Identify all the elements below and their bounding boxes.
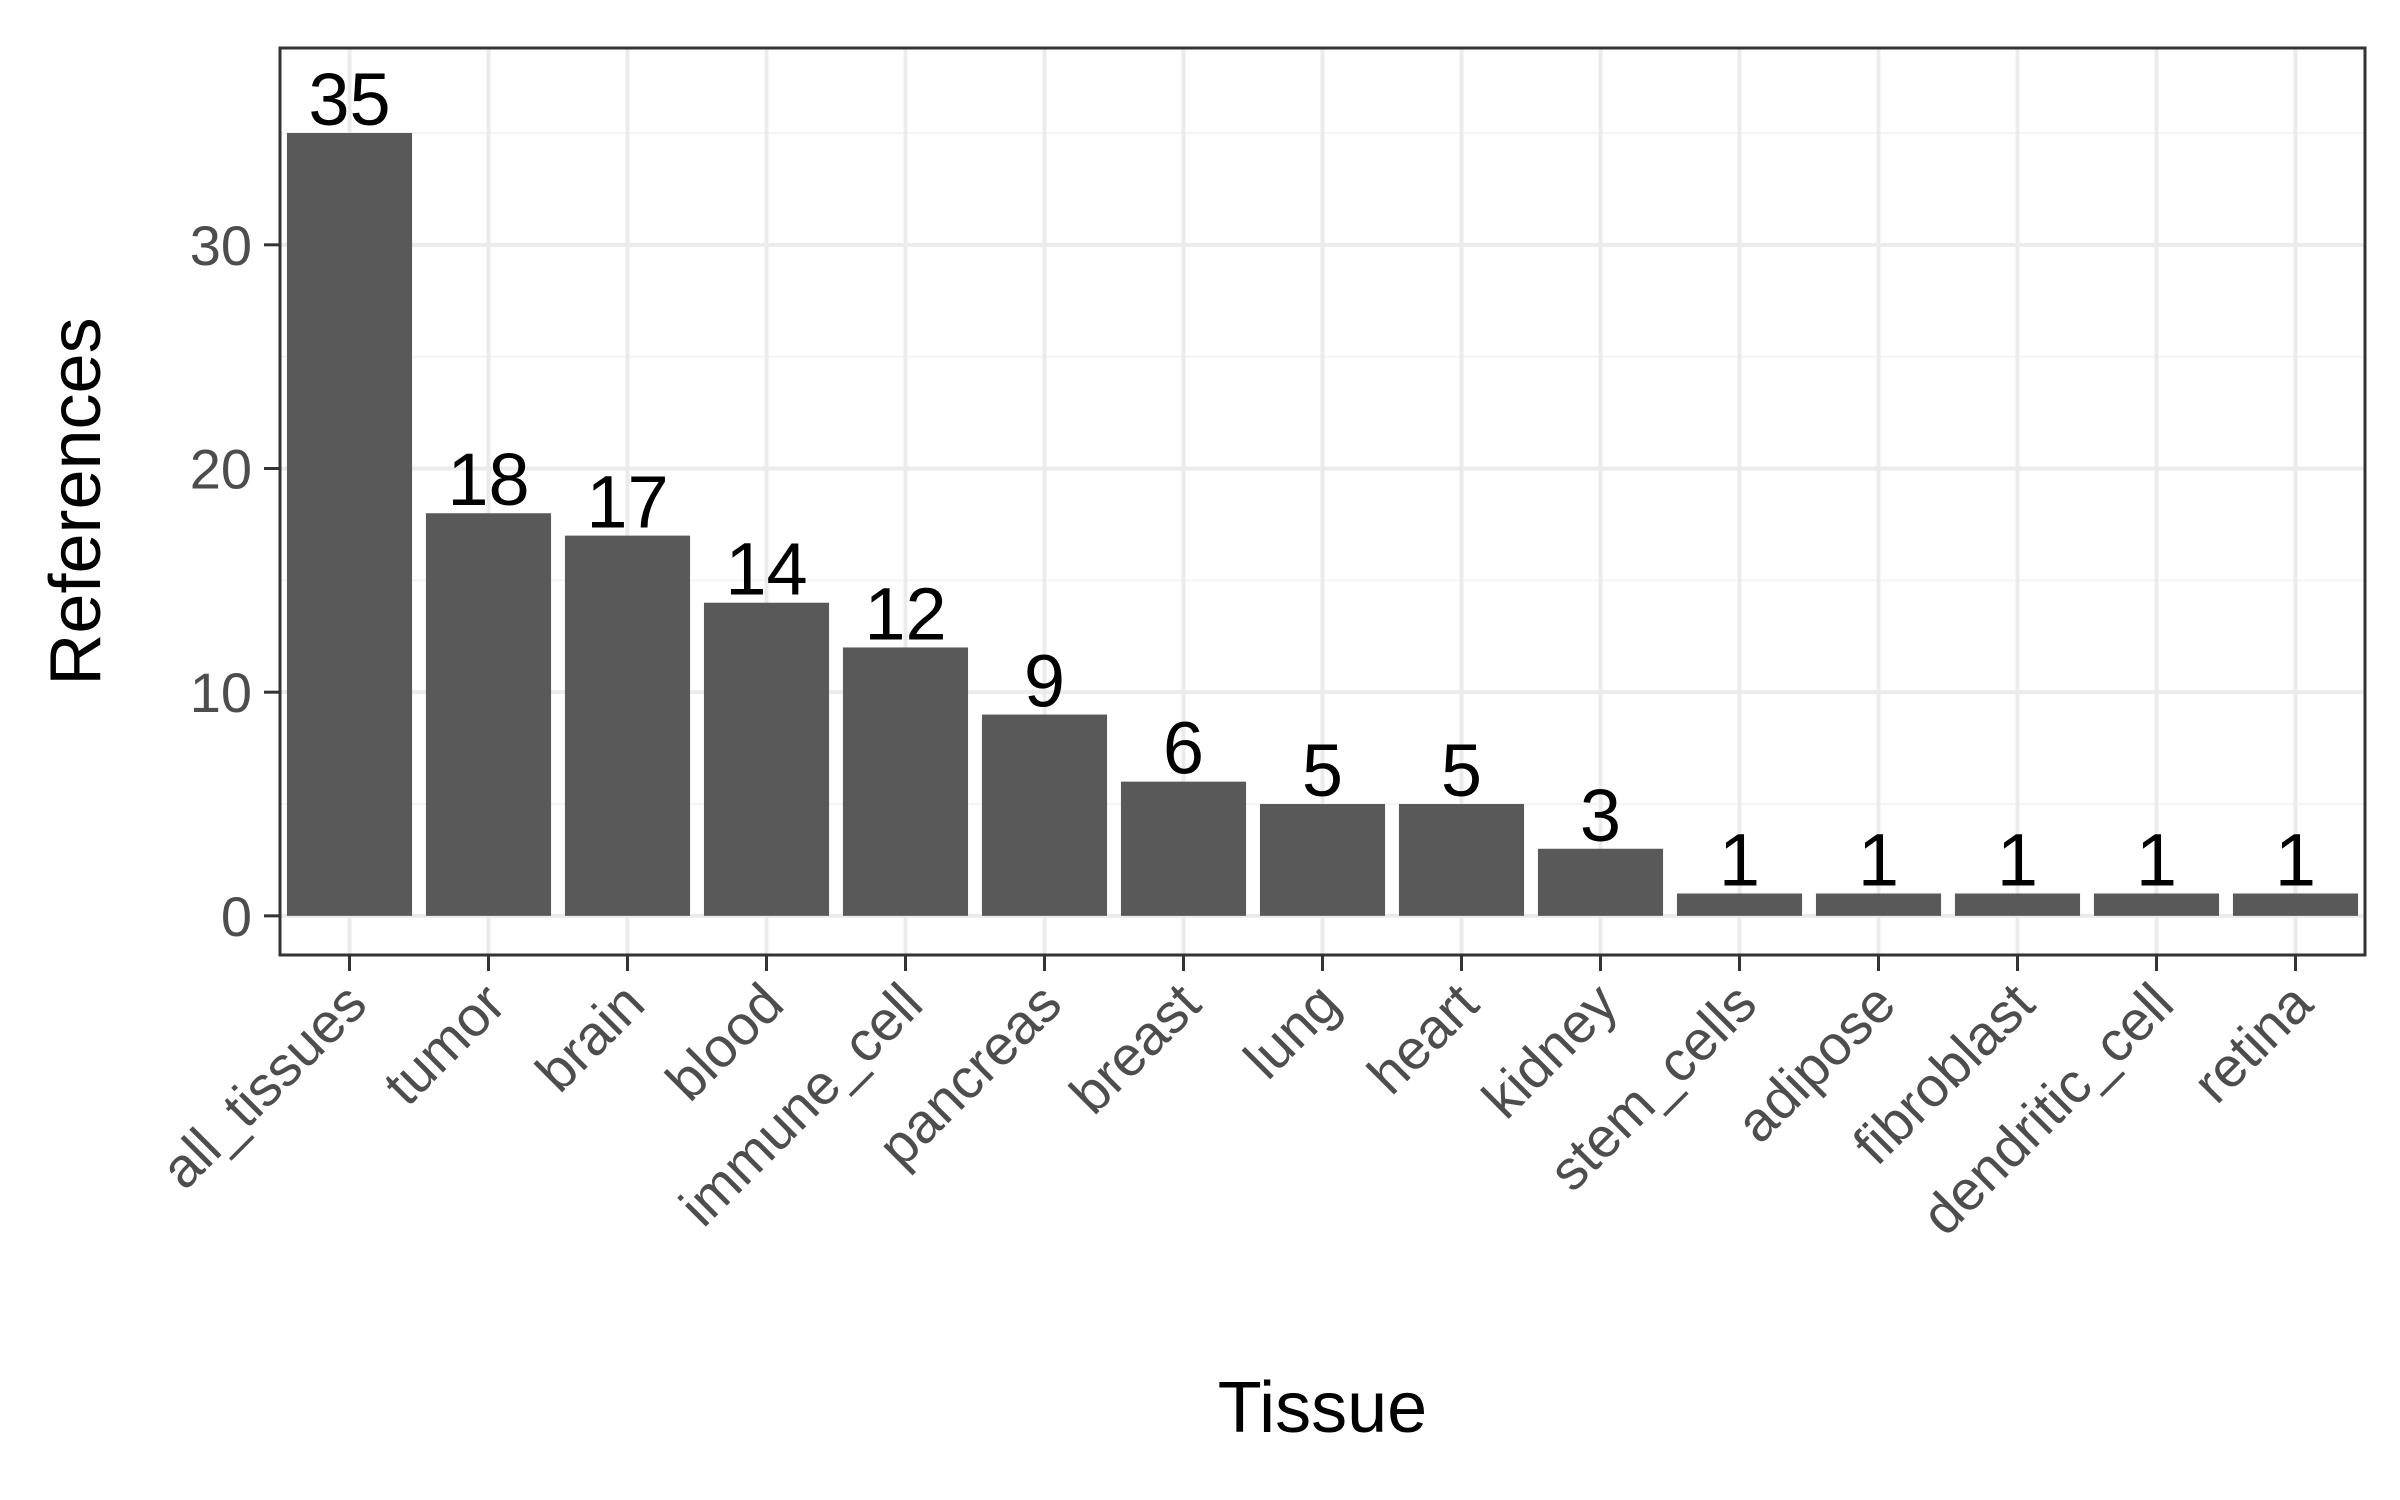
- bar-tumor: [425, 513, 552, 916]
- data-label-dendritic_cell: 1: [2136, 818, 2177, 901]
- bar-lung: [1259, 804, 1386, 916]
- x-tick-label-retina: retina: [2180, 970, 2324, 1114]
- data-label-breast: 6: [1163, 707, 1204, 790]
- bar-stem_cells: [1676, 893, 1803, 916]
- data-label-lung: 5: [1302, 729, 1343, 812]
- x-tick-label-breast: breast: [1057, 971, 1212, 1126]
- bar-retina: [2232, 893, 2359, 916]
- data-label-retina: 1: [2275, 818, 2316, 901]
- y-tick-label: 20: [190, 438, 252, 501]
- bar-adipose: [1815, 893, 1942, 916]
- x-tick-label-brain: brain: [523, 971, 656, 1104]
- x-axis-title: Tissue: [1218, 1368, 1427, 1448]
- data-label-blood: 14: [725, 528, 807, 611]
- bar-all_tissues: [286, 132, 413, 916]
- bar-heart: [1398, 804, 1525, 916]
- bar-dendritic_cell: [2093, 893, 2220, 916]
- data-label-adipose: 1: [1858, 818, 1899, 901]
- y-axis-title: References: [36, 317, 116, 685]
- bar-breast: [1120, 781, 1247, 916]
- data-label-brain: 17: [586, 461, 668, 544]
- bar-blood: [703, 602, 830, 916]
- bar-brain: [564, 535, 691, 916]
- data-label-tumor: 18: [447, 438, 529, 521]
- bar-pancreas: [981, 714, 1108, 916]
- data-label-fibroblast: 1: [1997, 818, 2038, 901]
- y-tick-label: 10: [190, 661, 252, 724]
- bars: [286, 132, 2359, 916]
- y-tick-label: 0: [221, 885, 252, 948]
- data-label-kidney: 3: [1580, 774, 1621, 857]
- x-tick-label-lung: lung: [1232, 971, 1351, 1090]
- y-axis: 0 10 20 30: [190, 214, 280, 948]
- data-label-heart: 5: [1441, 729, 1482, 812]
- data-label-stem_cells: 1: [1719, 818, 1760, 901]
- data-label-all_tissues: 35: [308, 58, 390, 141]
- bar-kidney: [1537, 848, 1664, 916]
- y-tick-label: 30: [190, 214, 252, 277]
- x-tick-label-all_tissues: all_tissues: [149, 971, 378, 1200]
- bar-fibroblast: [1954, 893, 2081, 916]
- x-tick-label-tumor: tumor: [371, 971, 517, 1117]
- bar-immune_cell: [842, 647, 969, 916]
- data-label-pancreas: 9: [1024, 640, 1065, 723]
- data-label-immune_cell: 12: [864, 572, 946, 655]
- data-labels: 35 18 17 14 12 9 6 5 5 3 1 1 1 1 1: [308, 58, 2316, 901]
